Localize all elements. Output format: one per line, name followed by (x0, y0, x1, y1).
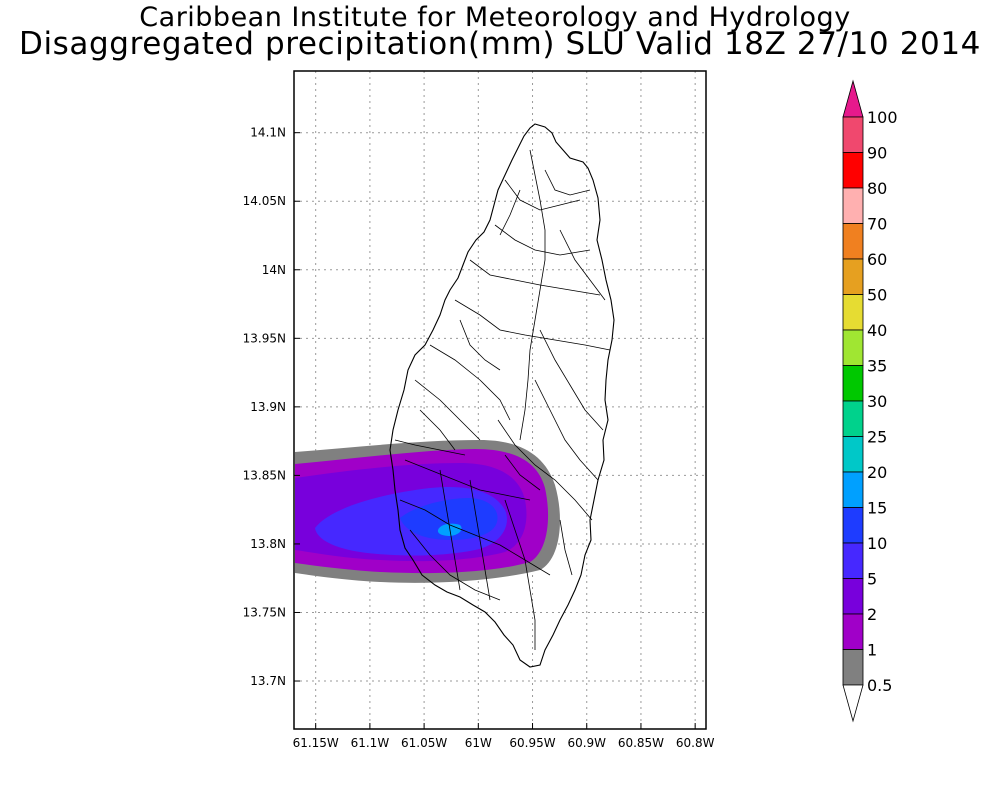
colorbar-segment (842, 329, 864, 366)
colorbar-bottom-arrow (842, 684, 864, 723)
colorbar-level-label: 70 (867, 215, 887, 234)
colorbar-level-label: 100 (867, 108, 898, 127)
colorbar-segment (842, 436, 864, 473)
colorbar-level-label: 90 (867, 144, 887, 163)
colorbar-segment (842, 578, 864, 615)
colorbar-segment (842, 187, 864, 224)
colorbar-level-label: 50 (867, 286, 887, 305)
lat-tick-label: 14N (262, 263, 286, 277)
lat-tick-label: 13.75N (243, 605, 286, 619)
lon-tick-label: 61.05W (401, 736, 447, 750)
colorbar-segment (842, 649, 864, 686)
colorbar-segment (842, 613, 864, 650)
colorbar-top-arrow (842, 79, 864, 118)
lon-tick-label: 61.1W (351, 736, 390, 750)
colorbar-level-label: 35 (867, 357, 887, 376)
lat-tick-label: 14.1N (250, 126, 286, 140)
lon-tick-label: 61W (465, 736, 492, 750)
precip-contour-10mm (400, 498, 498, 540)
colorbar-level-label: 1 (867, 641, 877, 660)
lon-tick-label: 60.85W (618, 736, 664, 750)
colorbar-segment (842, 258, 864, 295)
lat-tick-label: 13.85N (243, 468, 286, 482)
colorbar-segment (842, 294, 864, 331)
colorbar-level-label: 20 (867, 463, 887, 482)
colorbar-segment (842, 471, 864, 508)
colorbar-segment (842, 152, 864, 189)
colorbar-level-label: 80 (867, 179, 887, 198)
lon-tick-label: 60.95W (509, 736, 555, 750)
colorbar-level-label: 0.5 (867, 676, 892, 695)
district-boundaries (394, 149, 611, 650)
lon-tick-label: 60.9W (567, 736, 606, 750)
colorbar-level-label: 30 (867, 392, 887, 411)
precipitation-colorbar: 100 90 80 70 60 50 40 35 30 25 20 15 10 5 2 1 0.5 (842, 79, 898, 723)
lat-tick-label: 13.8N (250, 537, 286, 551)
latitude-tick-labels: 14.1N 14.05N 14N 13.95N 13.9N 13.85N 13.8N 13.7… (243, 126, 300, 688)
lat-tick-label: 13.9N (250, 400, 286, 414)
colorbar-level-label: 60 (867, 250, 887, 269)
colorbar-level-label: 40 (867, 321, 887, 340)
colorbar-level-label: 2 (867, 605, 877, 624)
colorbar-segment (842, 400, 864, 437)
title-institute: Caribbean Institute for Meteorology and … (139, 2, 851, 33)
colorbar-level-label: 15 (867, 499, 887, 518)
colorbar-segment (842, 542, 864, 579)
colorbar-level-label: 5 (867, 570, 877, 589)
longitude-tick-labels: 61.15W 61.1W 61.05W 61W 60.95W 60.9W 60.85W 60.… (293, 723, 715, 750)
plot-frame (293, 70, 707, 730)
colorbar-segment (842, 223, 864, 260)
title-product: Disaggregated precipitation(mm) SLU Vali… (18, 26, 981, 62)
lon-tick-label: 61.15W (293, 736, 339, 750)
colorbar-segment (842, 507, 864, 544)
lon-tick-label: 60.8W (676, 736, 715, 750)
colorbar-segment (842, 365, 864, 402)
colorbar-segment (842, 116, 864, 153)
lat-tick-label: 13.95N (243, 331, 286, 345)
lat-tick-label: 14.05N (243, 194, 286, 208)
colorbar-level-label: 25 (867, 428, 887, 447)
colorbar-level-label: 10 (867, 534, 887, 553)
saint-lucia-coastline (389, 123, 615, 668)
lat-tick-label: 13.7N (250, 674, 286, 688)
